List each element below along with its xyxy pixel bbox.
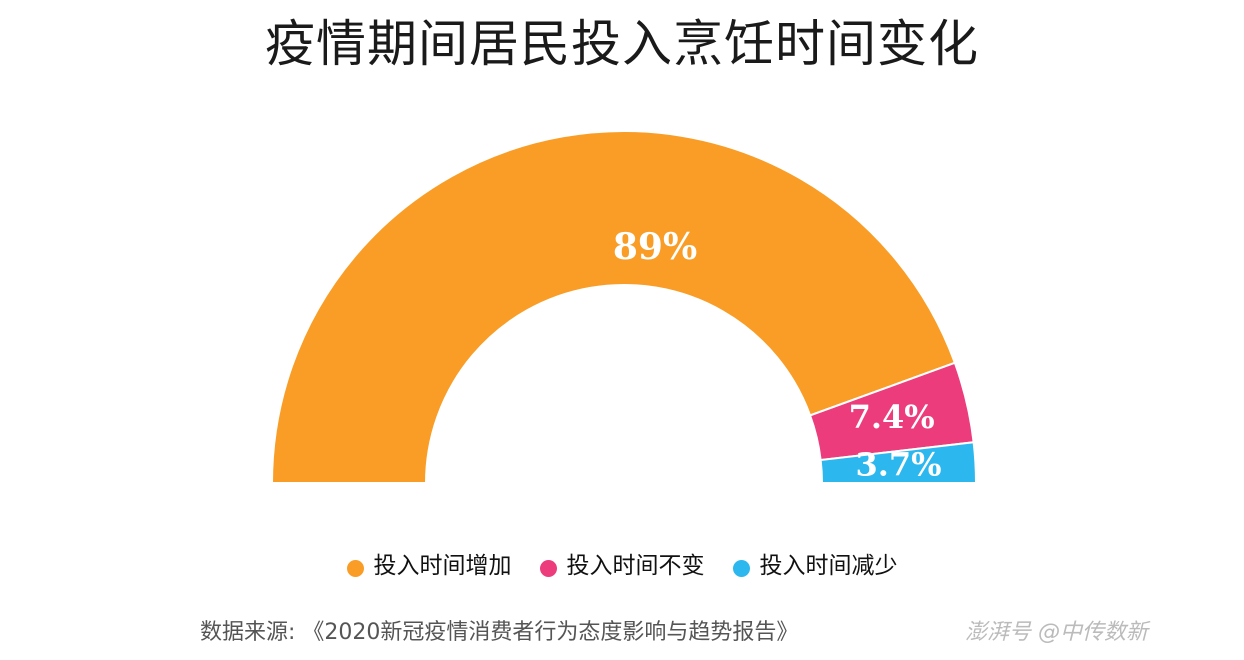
legend-swatch	[732, 559, 750, 577]
legend-label: 投入时间增加	[373, 553, 512, 579]
slice-0	[270, 130, 957, 484]
legend-swatch	[539, 559, 557, 577]
legend-label: 投入时间不变	[566, 553, 705, 579]
data-label-2: 3.7%	[855, 446, 941, 484]
slice-2	[819, 441, 978, 484]
legend-item-increase: 投入时间增加	[346, 546, 512, 580]
data-label-1: 7.4%	[849, 398, 935, 436]
legend-swatch	[346, 559, 364, 577]
chart-slices	[270, 130, 978, 484]
data-label-0: 89%	[613, 226, 697, 268]
data-source: 数据来源: 《2020新冠疫情消费者行为态度影响与趋势报告》	[200, 620, 799, 645]
chart-data-labels: 89% 7.4% 3.7%	[613, 226, 942, 484]
legend-item-unchanged: 投入时间不变	[539, 546, 705, 580]
watermark: 澎湃号 @中传数新	[965, 620, 1148, 645]
legend-item-decrease: 投入时间减少	[732, 546, 898, 580]
legend-label: 投入时间减少	[759, 553, 898, 579]
chart-title: 疫情期间居民投入烹饪时间变化	[265, 15, 979, 73]
chart-legend: 投入时间增加 投入时间不变 投入时间减少	[0, 546, 1244, 580]
